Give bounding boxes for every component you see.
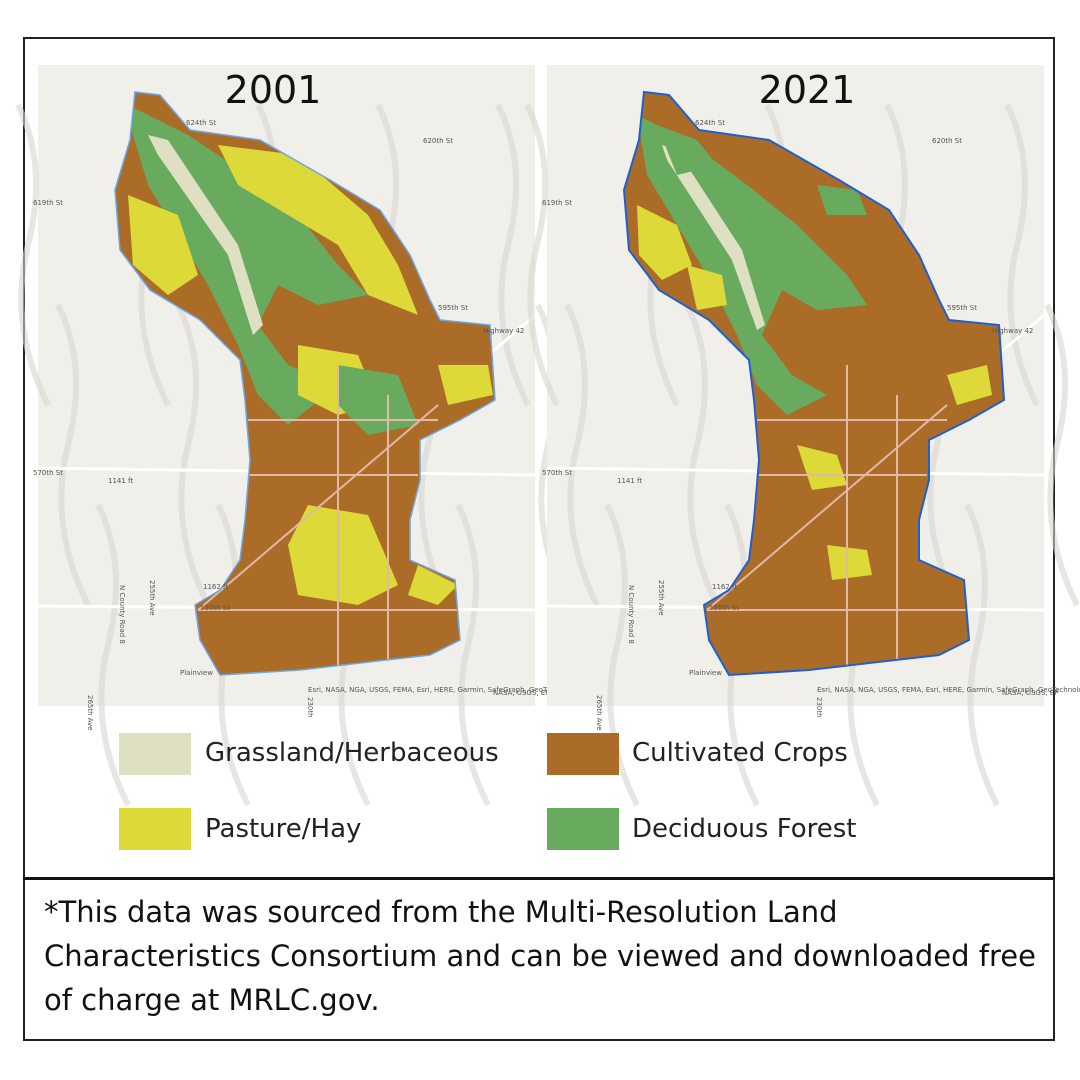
map-label: Esri, NASA, NGA, USGS, FEMA, Esri, HERE,… bbox=[308, 686, 578, 694]
terrain-line bbox=[1044, 303, 1080, 607]
field-road bbox=[197, 404, 439, 611]
map-label: 595th St bbox=[947, 304, 977, 312]
terrain-line bbox=[495, 103, 531, 407]
terrain-line bbox=[524, 103, 560, 407]
land-cover-patch bbox=[128, 195, 198, 295]
map-label: 570th St bbox=[542, 469, 572, 477]
legend-swatch bbox=[547, 733, 619, 775]
land-cover-patch bbox=[657, 125, 717, 175]
map-label: 620th St bbox=[932, 137, 962, 145]
footnote: *This data was sourced from the Multi-Re… bbox=[44, 895, 1036, 1017]
terrain-line bbox=[175, 303, 211, 607]
divider bbox=[23, 877, 1055, 880]
map-label: 550th St bbox=[200, 604, 230, 612]
land-cover-patch bbox=[218, 145, 418, 315]
map-label: 570th St bbox=[33, 469, 63, 477]
map-label: 1162 ft bbox=[203, 583, 228, 591]
map-label: 1141 ft bbox=[617, 477, 642, 485]
map-label: 595th St bbox=[438, 304, 468, 312]
map-label: N County Road 8 bbox=[118, 585, 126, 644]
map-label: 550th St bbox=[709, 604, 739, 612]
map-label: NASA, USGS, EP bbox=[1002, 689, 1058, 697]
land-cover-patch bbox=[408, 565, 458, 605]
map-label: NASA, USGS, EP bbox=[493, 689, 549, 697]
terrain-line bbox=[964, 503, 1000, 807]
map-label: 1162 ft bbox=[712, 583, 737, 591]
map-label: 619th St bbox=[542, 199, 572, 207]
terrain-line bbox=[564, 303, 600, 607]
map-label: 255th Ave bbox=[148, 580, 156, 616]
land-cover-patch bbox=[288, 505, 398, 605]
terrain-line bbox=[1004, 103, 1040, 407]
legend-swatch bbox=[547, 808, 619, 850]
map-label: Highway 42 bbox=[992, 327, 1033, 335]
map-label: 624th St bbox=[186, 119, 216, 127]
map-label: 255th Ave bbox=[657, 580, 665, 616]
legend-swatch bbox=[119, 733, 191, 775]
legend-swatch bbox=[119, 808, 191, 850]
map-panel: 624th St 620th St 619th St 595th St Highway … bbox=[524, 65, 1080, 807]
land-cover-patch bbox=[637, 205, 692, 280]
map-title: 2021 bbox=[759, 68, 856, 112]
land-cover-patch bbox=[338, 365, 418, 435]
watershed-outline bbox=[622, 90, 1006, 677]
legend-label: Cultivated Crops bbox=[632, 738, 848, 768]
field-road bbox=[706, 404, 948, 611]
map-label: N County Road 8 bbox=[627, 585, 635, 644]
terrain-line bbox=[95, 503, 131, 807]
map-label: 619th St bbox=[33, 199, 63, 207]
land-cover-patch bbox=[148, 135, 263, 335]
watershed-outline bbox=[114, 91, 496, 676]
land-cover-patch bbox=[687, 265, 727, 310]
terrain-line bbox=[55, 303, 91, 607]
land-cover-patch bbox=[797, 445, 847, 490]
map-label: 624th St bbox=[695, 119, 725, 127]
land-cover-patch bbox=[662, 145, 765, 330]
land-cover-patch bbox=[827, 545, 872, 580]
legend-label: Deciduous Forest bbox=[632, 814, 857, 844]
legend-label: Pasture/Hay bbox=[205, 814, 362, 844]
land-cover-patch bbox=[947, 365, 992, 405]
map-panels: 624th St 620th St 619th St 595th St Highway … bbox=[15, 65, 1080, 807]
map-panel: 624th St 620th St 619th St 595th St Highway … bbox=[15, 65, 578, 807]
terrain-line bbox=[455, 503, 491, 807]
legend-label: Grassland/Herbaceous bbox=[205, 738, 499, 768]
map-label: Highway 42 bbox=[483, 327, 524, 335]
land-cover-patch bbox=[438, 365, 493, 405]
map-label: 620th St bbox=[423, 137, 453, 145]
land-cover-patch bbox=[817, 185, 867, 215]
map-label: 265th Ave bbox=[86, 695, 94, 731]
map-label: Plainview bbox=[180, 669, 213, 677]
terrain-line bbox=[684, 303, 720, 607]
map-label: 265th Ave bbox=[595, 695, 603, 731]
terrain-line bbox=[15, 103, 51, 407]
map-label: Esri, NASA, NGA, USGS, FEMA, Esri, HERE,… bbox=[817, 686, 1080, 694]
map-label: 230th bbox=[306, 697, 314, 718]
map-title: 2001 bbox=[225, 68, 322, 112]
map-label: 1141 ft bbox=[108, 477, 133, 485]
map-label: 230th bbox=[815, 697, 823, 718]
map-label: Plainview bbox=[689, 669, 722, 677]
